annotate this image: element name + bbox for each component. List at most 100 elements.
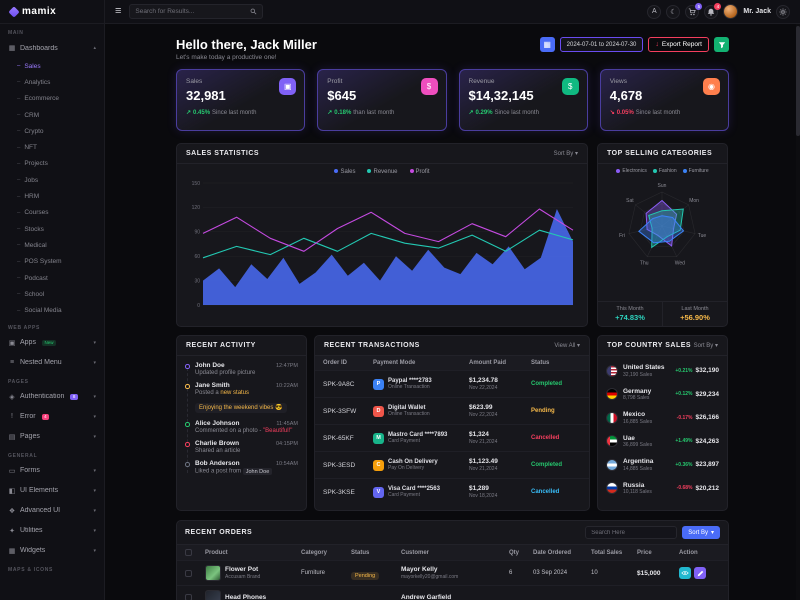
calendar-button[interactable]: ▦ — [539, 37, 555, 52]
theme-moon-icon[interactable]: ☾ — [666, 4, 681, 19]
sidebar-item-dashboards[interactable]: ▦ Dashboards ▴ — [8, 44, 96, 53]
sidebar-subitem[interactable]: Jobs — [0, 172, 104, 188]
window-scrollbar[interactable] — [796, 24, 800, 600]
top-selling-categories-title: TOP SELLING CATEGORIES — [607, 150, 713, 157]
sidebar-subitem[interactable]: Stocks — [0, 221, 104, 237]
transaction-row[interactable]: SPK-3KSE V Visa Card ****2563 Card Payme… — [315, 478, 589, 505]
chevron-up-icon: ▴ — [93, 45, 96, 51]
activity-item[interactable]: Bob Anderson 10:54AM Liked a post from Jo… — [185, 460, 298, 475]
global-search[interactable] — [129, 4, 264, 19]
cart-badge: 5 — [695, 2, 703, 10]
user-avatar[interactable] — [723, 4, 739, 19]
export-report-button[interactable]: ↓ Export Report — [648, 37, 709, 52]
view-order-button[interactable] — [679, 567, 691, 579]
chevron-down-icon: ▾ — [93, 339, 96, 346]
sidebar-subitem[interactable]: Crypto — [0, 123, 104, 139]
date-range-field[interactable]: 2024-07-01 to 2024-07-30 — [559, 37, 644, 52]
user-name[interactable]: Mr. Jack — [743, 8, 771, 15]
activity-item[interactable]: Charlie Brown 04:15PM Shared an article — [185, 440, 298, 454]
orders-sort-by-button[interactable]: Sort By ▾ — [682, 526, 720, 539]
stat-card-views[interactable]: Views 4,678 ◉ ↘ 0.05% Since last month — [599, 69, 729, 131]
activity-list: John Doe 12:47PM Updated profile picture … — [177, 356, 306, 487]
cart-glyph — [689, 7, 697, 15]
country-row[interactable]: United States 32,190 Sales +0.21% $32,19… — [606, 359, 719, 383]
bell-icon[interactable]: 4 — [704, 2, 722, 19]
legend-dot-fashion — [652, 168, 657, 173]
chevron-down-icon: ▾ — [93, 413, 96, 420]
sidebar-item[interactable]: ▦ Widgets ▾ — [8, 547, 96, 555]
orders-search-input[interactable] — [585, 526, 678, 539]
sidebar-subitem[interactable]: School — [0, 286, 104, 302]
view-all-link[interactable]: View All ▾ — [554, 343, 580, 349]
sidebar-item[interactable]: ◧ UI Elements ▾ — [8, 487, 96, 495]
cart-icon[interactable]: 5 — [685, 2, 703, 19]
sidebar-subitem[interactable]: NFT — [0, 139, 104, 155]
payment-method-icon: P — [373, 378, 384, 390]
svg-text:120: 120 — [192, 205, 201, 211]
sidebar-item[interactable]: ▭ Forms ▾ — [8, 467, 96, 475]
menu-toggle-icon[interactable]: ≡ — [115, 5, 122, 17]
sidebar-subitem[interactable]: Sales — [0, 58, 104, 74]
order-row[interactable]: Head Phones Andrew Garfield — [177, 585, 728, 600]
translate-icon[interactable]: A — [647, 4, 662, 19]
sidebar-subitem[interactable]: Social Media — [0, 302, 104, 318]
sidebar-subitem[interactable]: Projects — [0, 156, 104, 172]
sidebar-item[interactable]: ✦ Utilities ▾ — [9, 527, 96, 535]
activity-item[interactable]: Alice Johnson 11:45AM Commented on a phot… — [185, 420, 298, 434]
sidebar-item-authentication[interactable]: ◈ Authentication 8 ▾ — [9, 393, 96, 401]
download-icon: ↓ — [655, 41, 659, 48]
sidebar-subitem[interactable]: Medical — [0, 237, 104, 253]
user-tag[interactable]: John Doe — [242, 468, 273, 475]
sidebar-subitem[interactable]: HRM — [0, 188, 104, 204]
settings-gear-icon[interactable] — [776, 4, 790, 19]
sidebar: mamix MAIN ▦ Dashboards ▴ Sales Analytic… — [0, 0, 105, 600]
filter-icon — [718, 41, 725, 48]
sidebar-item-pages[interactable]: ▤ Pages ▾ — [8, 433, 96, 441]
brand-logo[interactable]: mamix — [0, 0, 104, 24]
sales-chart-legend: Sales Revenue Profit — [177, 164, 587, 177]
sidebar-item-apps[interactable]: ▣ Apps New ▾ — [8, 339, 96, 347]
transaction-row[interactable]: SPK-3ESD C Cash On Delivery Pay On Deliv… — [315, 451, 589, 478]
sidebar-subitem[interactable]: Analytics — [0, 74, 104, 90]
edit-order-button[interactable] — [694, 567, 706, 579]
chevron-down-icon: ▾ — [93, 487, 96, 494]
row-checkbox[interactable] — [185, 569, 192, 577]
row-checkbox[interactable] — [185, 594, 192, 600]
country-sort-by[interactable]: Sort By ▾ — [693, 343, 718, 349]
transaction-row[interactable]: SPK-9A8C P Paypal ****2783 Online Transa… — [315, 370, 589, 397]
transaction-row[interactable]: SPK-3SFW D Digital Wallet Online Transac… — [315, 397, 589, 424]
sales-sort-by[interactable]: Sort By ▾ — [553, 151, 578, 157]
select-all-checkbox[interactable] — [185, 549, 192, 556]
error-icon: ! — [11, 413, 13, 421]
country-row[interactable]: Germany 8,798 Sales +0.12% $29,234 — [606, 383, 719, 407]
search-input[interactable] — [135, 8, 247, 15]
sidebar-subitem[interactable]: POS System — [0, 254, 104, 270]
sidebar-subitem[interactable]: CRM — [0, 107, 104, 123]
general-menu: ▭ Forms ▾ ◧ UI Elements ▾ ❖ Advanced UI … — [0, 461, 104, 561]
sidebar-item-error[interactable]: ! Error 4 ▾ — [0, 407, 104, 427]
order-row[interactable]: Flower Pot Accusam Brand Furniture Pendi… — [177, 560, 728, 585]
country-row[interactable]: Uae 36,899 Sales +1.49% $24,263 — [606, 430, 719, 454]
stat-card-revenue[interactable]: Revenue $14,32,145 $ ↗ 0.29% Since last mo… — [458, 69, 588, 131]
svg-text:150: 150 — [192, 181, 201, 187]
recent-orders-card: RECENT ORDERS Sort By ▾ Product Category… — [176, 520, 729, 600]
activity-item[interactable]: John Doe 12:47PM Updated profile picture — [185, 362, 298, 376]
country-row[interactable]: Mexico 16,885 Sales -0.17% $26,166 — [606, 406, 719, 430]
sidebar-subitem[interactable]: Podcast — [0, 270, 104, 286]
country-row[interactable]: Argentina 14,885 Sales +0.36% $23,897 — [606, 453, 719, 477]
sidebar-subitem[interactable]: Courses — [0, 205, 104, 221]
recent-transactions-card: RECENT TRANSACTIONS View All ▾ Order ID … — [314, 335, 590, 511]
transaction-status: Cancelled — [531, 489, 560, 495]
sales-statistics-card: SALES STATISTICS Sort By ▾ Sales Revenue… — [176, 143, 588, 327]
country-row[interactable]: Russia 10,118 Sales -0.68% $20,212 — [606, 477, 719, 501]
scrollbar-thumb[interactable] — [796, 26, 800, 136]
transaction-row[interactable]: SPK-65KF M Mastro Card ****7893 Card Pay… — [315, 424, 589, 451]
sidebar-item-nested-menu[interactable]: ≡ Nested Menu ▾ — [9, 359, 96, 367]
stat-card-sales[interactable]: Sales 32,981 ▣ ↗ 0.45% Since last month — [176, 69, 306, 131]
sidebar-item[interactable]: ❖ Advanced UI ▾ — [8, 507, 96, 515]
stat-card-profit[interactable]: Profit $645 $ ↗ 0.18% than last month — [317, 69, 447, 131]
activity-item[interactable]: Jane Smith 10:22AM Posted a new status En… — [185, 382, 298, 414]
sidebar-subitem[interactable]: Ecommerce — [0, 91, 104, 107]
filter-button[interactable] — [714, 37, 729, 52]
sales-value: 32,981 — [186, 88, 226, 103]
